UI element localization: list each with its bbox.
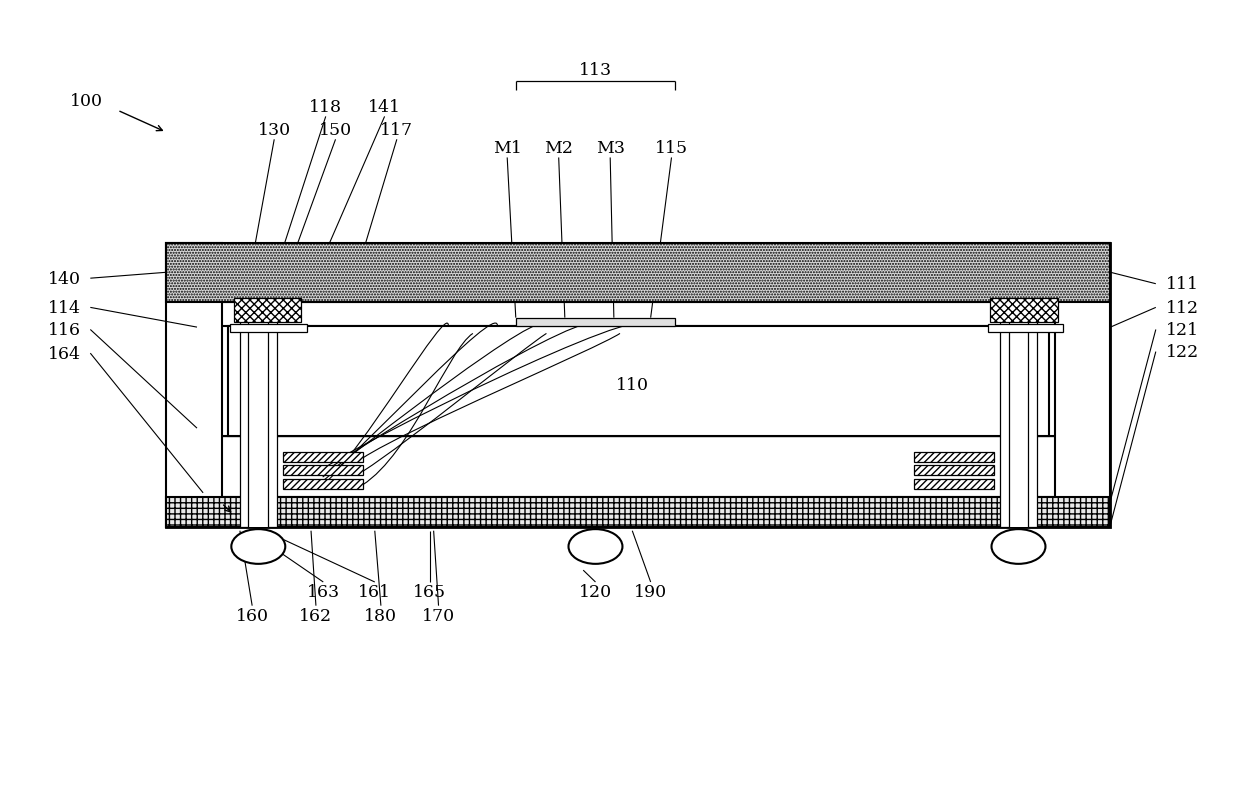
- Text: 112: 112: [1166, 299, 1199, 317]
- Bar: [248, 302, 268, 527]
- Text: 117: 117: [381, 122, 413, 140]
- Text: M1: M1: [492, 140, 522, 157]
- Text: 165: 165: [413, 583, 446, 600]
- Text: 120: 120: [579, 583, 613, 600]
- Bar: [914, 479, 994, 489]
- Text: 164: 164: [47, 345, 81, 363]
- Text: M3: M3: [595, 140, 625, 157]
- Text: 150: 150: [319, 122, 352, 140]
- Text: 170: 170: [422, 607, 455, 624]
- Bar: [283, 466, 362, 476]
- Bar: [516, 318, 675, 326]
- Text: 122: 122: [1166, 343, 1199, 361]
- Text: 121: 121: [1166, 322, 1199, 338]
- Circle shape: [232, 529, 285, 564]
- Bar: [166, 243, 1111, 302]
- Text: 161: 161: [358, 583, 392, 600]
- Text: 130: 130: [258, 122, 291, 140]
- Bar: [268, 302, 277, 527]
- Text: 140: 140: [47, 270, 81, 287]
- Circle shape: [992, 529, 1045, 564]
- Text: 160: 160: [236, 607, 269, 624]
- Text: 190: 190: [634, 583, 667, 600]
- Bar: [283, 452, 362, 463]
- Text: 141: 141: [368, 99, 401, 116]
- Text: 116: 116: [47, 322, 81, 338]
- Bar: [234, 298, 301, 322]
- Text: 180: 180: [365, 607, 397, 624]
- Text: 162: 162: [299, 607, 332, 624]
- Bar: [991, 298, 1058, 322]
- Bar: [1055, 243, 1111, 527]
- Bar: [283, 479, 362, 489]
- Bar: [239, 302, 248, 527]
- Text: M2: M2: [544, 140, 573, 157]
- Bar: [166, 497, 1111, 527]
- Bar: [166, 243, 1111, 527]
- Text: 115: 115: [655, 140, 688, 157]
- Bar: [914, 452, 994, 463]
- Circle shape: [568, 529, 622, 564]
- Bar: [1001, 302, 1008, 527]
- Text: 111: 111: [1166, 276, 1199, 293]
- Text: 110: 110: [616, 377, 649, 394]
- Text: 163: 163: [306, 583, 340, 600]
- Text: 114: 114: [47, 299, 81, 317]
- Text: 100: 100: [71, 93, 103, 110]
- Bar: [166, 243, 222, 527]
- Bar: [231, 325, 308, 333]
- Bar: [1008, 302, 1028, 527]
- Text: 113: 113: [579, 62, 613, 79]
- Bar: [228, 326, 1049, 436]
- Bar: [988, 325, 1063, 333]
- Bar: [914, 466, 994, 476]
- Text: 118: 118: [309, 99, 342, 116]
- Bar: [1028, 302, 1037, 527]
